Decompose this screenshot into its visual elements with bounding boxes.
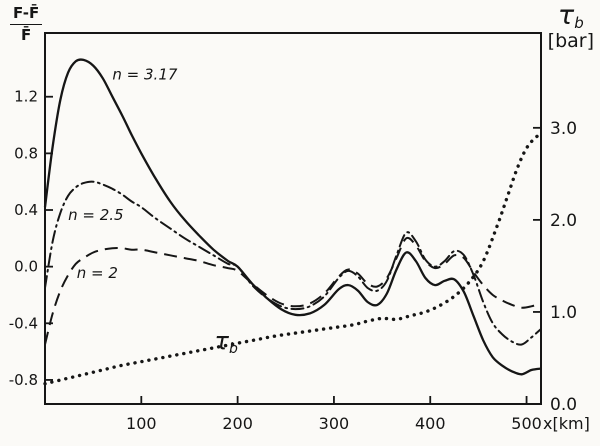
curve-label: n = 2.5 bbox=[68, 206, 123, 224]
left-y-tick-label: 0.0 bbox=[14, 258, 38, 276]
right-axis-unit: [bar] bbox=[547, 29, 594, 52]
right-axis-label: τb [bar] bbox=[547, 0, 594, 52]
left-y-tick-label: -0.4 bbox=[9, 314, 38, 332]
x-tick-label: 500 bbox=[511, 414, 542, 433]
left-axis-label-denominator: F̄ bbox=[21, 25, 32, 44]
left-axis-label: F-F̄ F̄ bbox=[10, 5, 43, 44]
right-y-tick-label: 1.0 bbox=[550, 303, 577, 323]
left-y-tick-label: 0.4 bbox=[14, 201, 38, 219]
curve-label: n = 3.17 bbox=[112, 66, 177, 84]
right-axis-symbol-sub: b bbox=[574, 14, 584, 32]
series-3-dashed bbox=[44, 236, 542, 345]
x-axis-suffix: x[km] bbox=[543, 414, 590, 433]
curve-label: n = 2 bbox=[77, 264, 118, 282]
right-y-tick-label: 3.0 bbox=[550, 119, 577, 139]
x-tick-label: 300 bbox=[319, 414, 350, 433]
left-axis-label-numerator: F-F̄ bbox=[10, 5, 43, 25]
series-2-dashdot bbox=[44, 180, 542, 346]
right-axis-symbol: τb bbox=[557, 0, 584, 32]
series-1-solid bbox=[43, 58, 542, 376]
plot-frame bbox=[44, 32, 542, 405]
x-tick-label: 200 bbox=[222, 414, 253, 433]
curve-label: τb bbox=[215, 327, 238, 357]
left-y-tick-label: -0.8 bbox=[9, 371, 38, 389]
x-tick-label: 400 bbox=[415, 414, 446, 433]
right-y-tick-label: 0.0 bbox=[550, 395, 577, 415]
x-tick-label: 100 bbox=[126, 414, 157, 433]
series-4-dotted bbox=[43, 133, 543, 386]
left-y-tick-label: 0.8 bbox=[14, 144, 38, 162]
right-y-tick-label: 2.0 bbox=[550, 211, 577, 231]
left-y-tick-label: 1.2 bbox=[14, 88, 38, 106]
